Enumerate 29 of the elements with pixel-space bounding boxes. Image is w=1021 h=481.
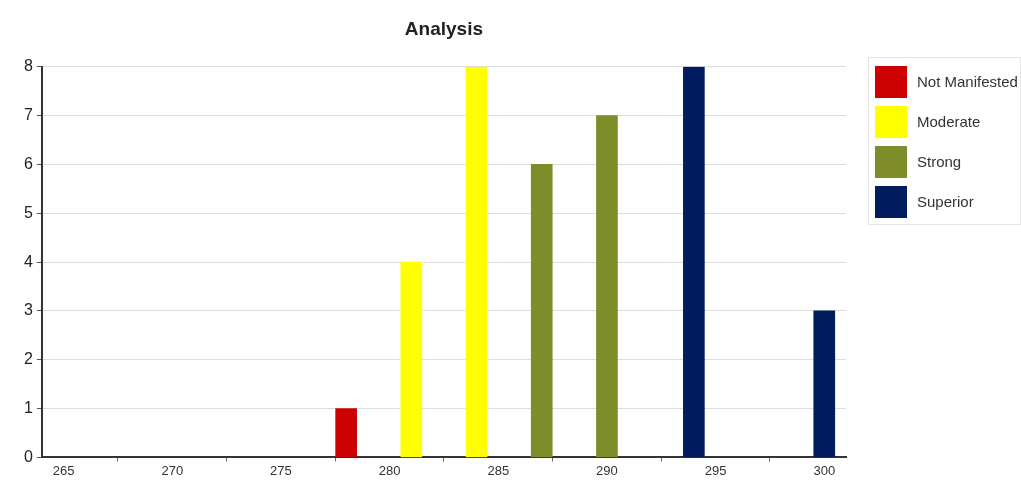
legend-label: Superior — [917, 192, 974, 211]
x-tick-label: 280 — [378, 462, 401, 478]
bar — [596, 115, 618, 458]
bar — [400, 261, 423, 458]
chart-title: Analysis — [404, 17, 484, 39]
y-tick-label: 5 — [23, 203, 33, 221]
x-tick-label: 300 — [813, 462, 836, 478]
bar — [683, 66, 705, 458]
y-tick-label: 2 — [23, 350, 33, 368]
y-tick-label: 3 — [23, 301, 33, 319]
y-tick-label: 6 — [23, 154, 33, 172]
legend-label: Strong — [917, 152, 962, 171]
bar — [465, 66, 488, 458]
y-tick-label: 7 — [23, 106, 33, 124]
bar — [335, 408, 357, 458]
x-tick-label: 285 — [487, 462, 510, 478]
y-tick-label: 0 — [23, 447, 33, 465]
legend-label: Moderate — [917, 112, 981, 131]
x-tick-label: 295 — [704, 462, 727, 478]
x-tick-label: 290 — [596, 462, 618, 478]
x-tick-label: 265 — [52, 462, 75, 478]
x-tick-label: 275 — [270, 462, 292, 478]
x-tick-label: 270 — [161, 462, 184, 478]
legend-label: Not Manifested — [917, 72, 1018, 91]
y-tick-label: 4 — [23, 252, 33, 270]
y-tick-label: 8 — [23, 57, 33, 75]
y-tick-label: 1 — [23, 398, 33, 416]
bar — [530, 164, 553, 458]
bar — [813, 310, 836, 458]
